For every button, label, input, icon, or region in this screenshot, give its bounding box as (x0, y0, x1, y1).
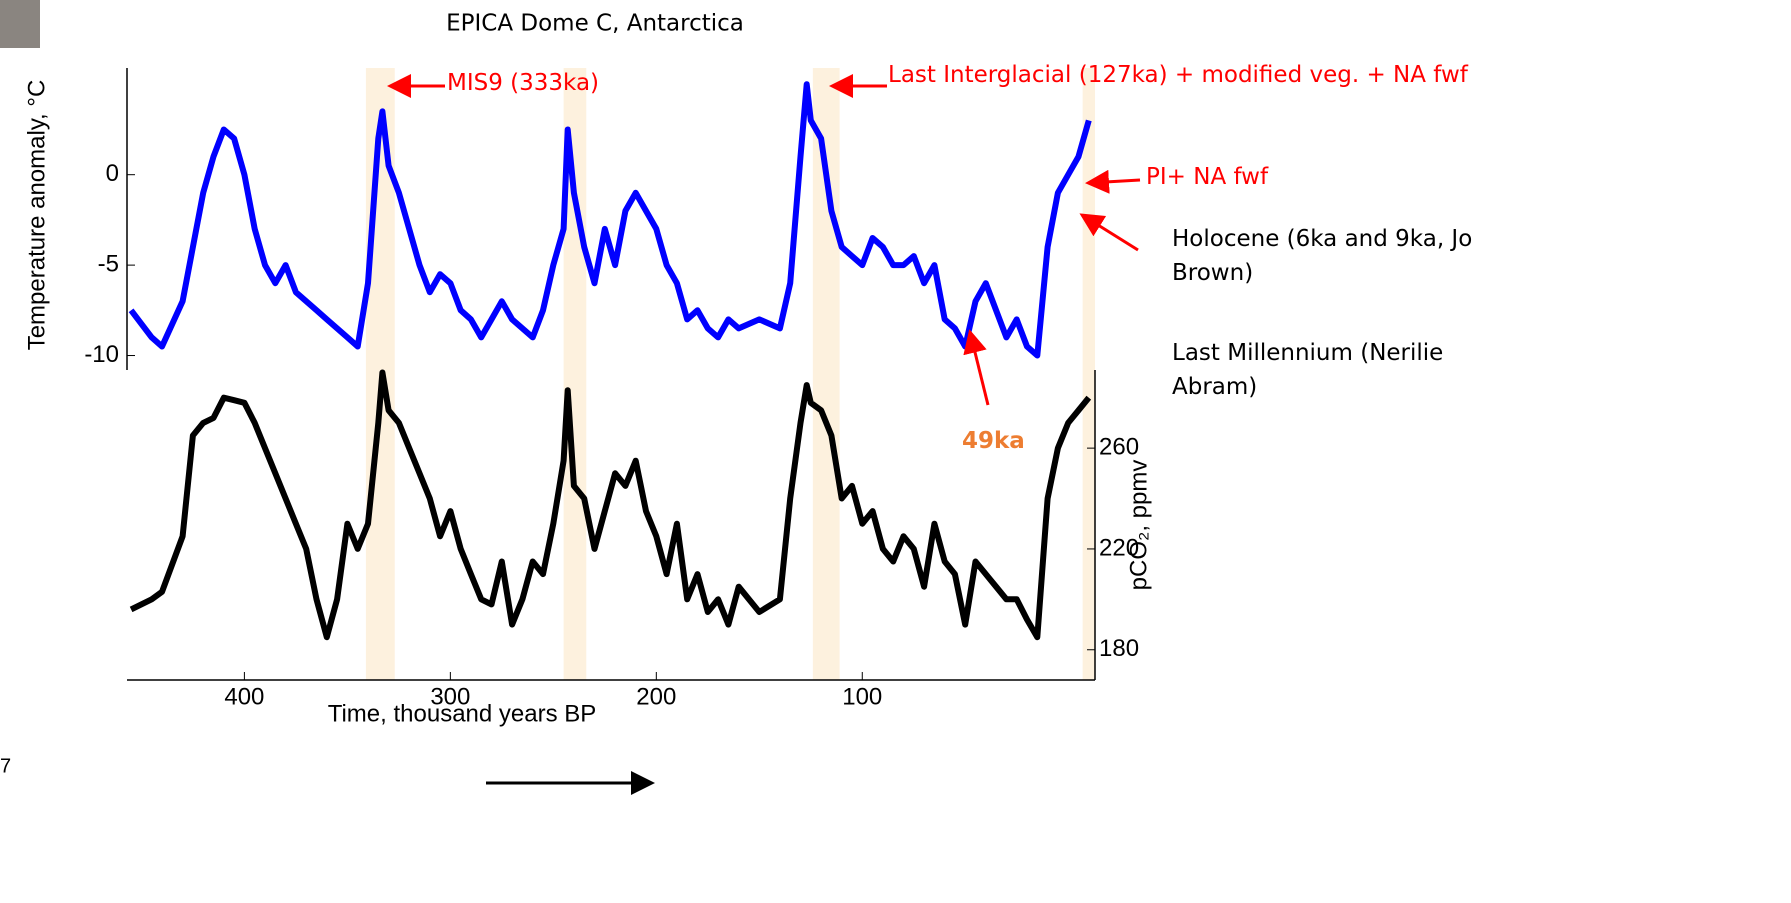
series-line (131, 84, 1089, 355)
chart-title: EPICA Dome C, Antarctica (446, 11, 744, 37)
y2-axis-label: pCO₂, ppmv (1125, 460, 1152, 591)
y2-tick-label: 220 (1099, 534, 1139, 561)
x-tick-label: 100 (842, 683, 882, 710)
x-tick-label: 200 (636, 683, 676, 710)
chart: EPICA Dome C, Antarctica Time, thousand … (0, 0, 1791, 903)
x-tick-label: 300 (430, 683, 470, 710)
y2-tick-label: 180 (1099, 635, 1139, 662)
annotation: 49ka (962, 424, 1025, 458)
annotation: MIS9 (333ka) (447, 66, 599, 100)
annotation: PI+ NA fwf (1146, 160, 1268, 194)
slide: EPICA Dome C, Antarctica Time, thousand … (0, 0, 1791, 903)
x-tick-label: 400 (224, 683, 264, 710)
y-tick-label: -10 (84, 341, 119, 368)
arrow (1088, 180, 1140, 183)
thumbnail (0, 0, 40, 48)
y-tick-label: -5 (98, 250, 119, 277)
arrow (970, 332, 988, 405)
y-axis-label: Temperature anomaly, °C (23, 80, 50, 351)
y2-tick-label: 260 (1099, 433, 1139, 460)
annotation: Last Millennium (Nerilie Abram) (1172, 336, 1502, 404)
annotation: Holocene (6ka and 9ka, Jo Brown) (1172, 222, 1502, 290)
y-tick-label: 0 (106, 160, 119, 187)
series-line (131, 373, 1089, 638)
highlight-band (1083, 68, 1095, 680)
annotation: Last Interglacial (127ka) + modified veg… (888, 58, 1468, 92)
page-number: 7 (0, 755, 11, 777)
